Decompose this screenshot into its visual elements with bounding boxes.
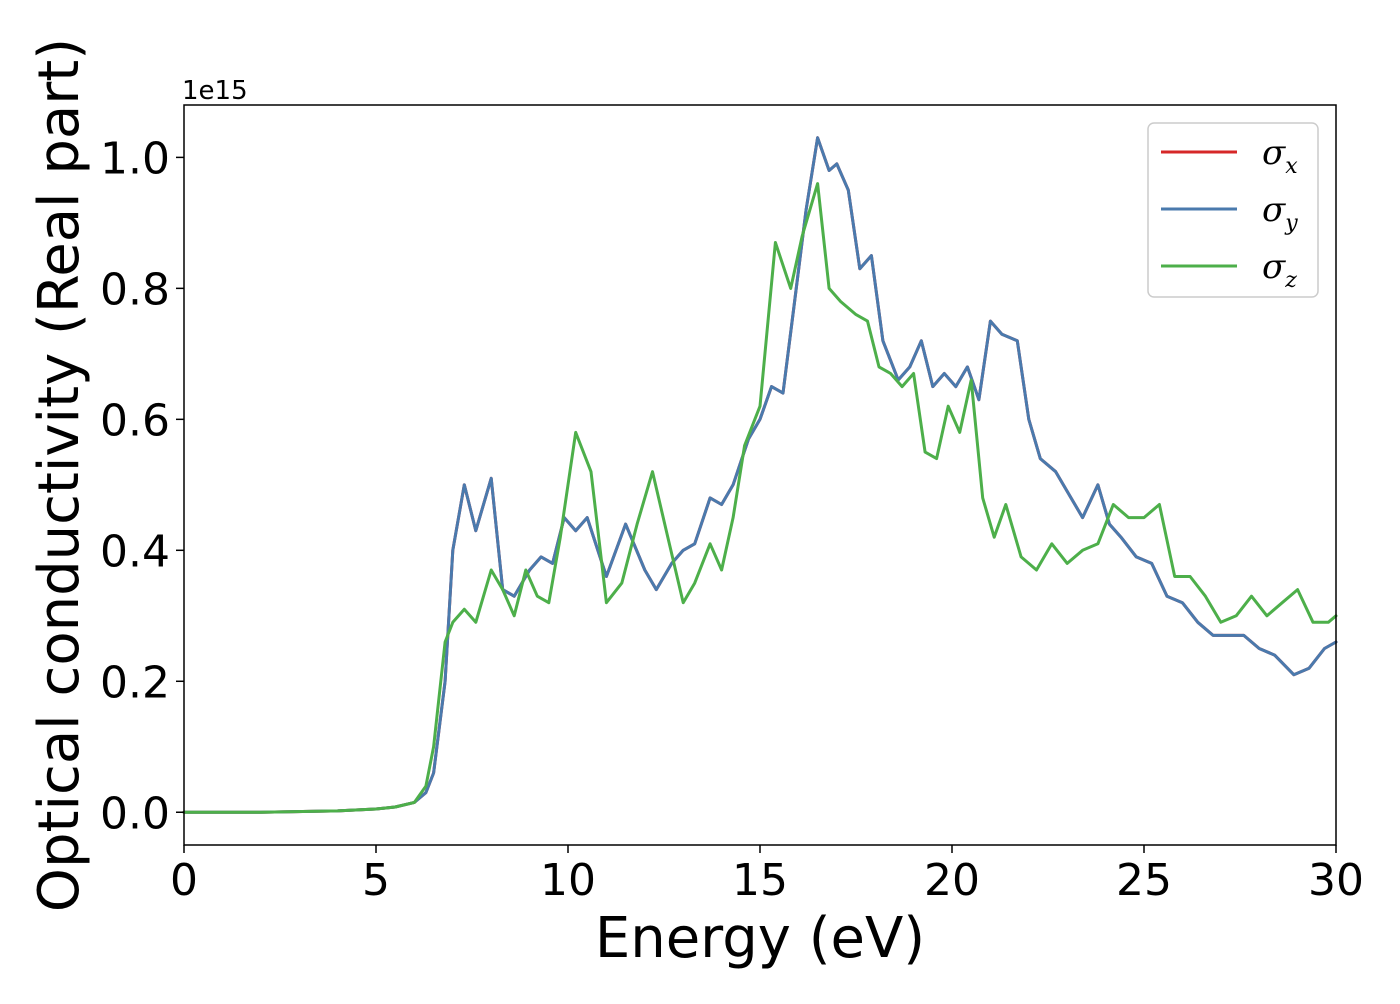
y-tick-label: 0.2 bbox=[100, 657, 170, 708]
x-tick-label: 25 bbox=[1116, 855, 1172, 906]
x-tick-label: 0 bbox=[170, 855, 198, 906]
x-tick-label: 20 bbox=[924, 855, 980, 906]
legend-subscript: y bbox=[1284, 211, 1298, 236]
legend-subscript: z bbox=[1284, 268, 1297, 293]
x-tick-label: 15 bbox=[732, 855, 788, 906]
y-offset-label: 1e15 bbox=[182, 76, 248, 106]
y-tick-label: 1.0 bbox=[100, 133, 170, 184]
x-axis-label: Energy (eV) bbox=[595, 906, 925, 971]
y-tick-label: 0.8 bbox=[100, 264, 170, 315]
y-tick-label: 0.4 bbox=[100, 526, 170, 577]
x-tick-label: 30 bbox=[1308, 855, 1364, 906]
series-layer bbox=[182, 136, 1338, 814]
plot-background bbox=[184, 105, 1336, 845]
series-line-y bbox=[182, 136, 1338, 814]
x-tick-label: 10 bbox=[540, 855, 596, 906]
x-axis: 0 5 10 15 20 25 30 bbox=[170, 845, 1364, 906]
y-axis: 0.0 0.2 0.4 0.6 0.8 1.0 bbox=[100, 133, 184, 839]
y-axis-label: Optical conductivity (Real part) bbox=[27, 38, 92, 912]
series-line-z bbox=[182, 182, 1338, 814]
x-tick-label: 5 bbox=[362, 855, 390, 906]
legend-subscript: x bbox=[1285, 154, 1298, 179]
y-tick-label: 0.6 bbox=[100, 395, 170, 446]
y-tick-label: 0.0 bbox=[100, 788, 170, 839]
